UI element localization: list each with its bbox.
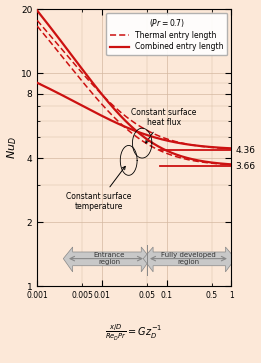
Polygon shape (63, 247, 151, 272)
Polygon shape (143, 247, 235, 272)
Text: $\frac{x/D}{Re_D Pr} = Gz_D^{-1}$: $\frac{x/D}{Re_D Pr} = Gz_D^{-1}$ (105, 322, 163, 343)
Text: Entrance
region: Entrance region (93, 252, 125, 265)
Text: Constant surface
temperature: Constant surface temperature (66, 166, 132, 211)
Text: Constant surface
heat flux: Constant surface heat flux (131, 108, 196, 143)
Text: 4.36: 4.36 (235, 146, 255, 155)
Legend: Thermal entry length, Combined entry length: Thermal entry length, Combined entry len… (106, 13, 227, 55)
Y-axis label: $Nu_D$: $Nu_D$ (5, 136, 19, 159)
Text: Fully developed
region: Fully developed region (161, 252, 216, 265)
Text: 3.66: 3.66 (235, 162, 255, 171)
